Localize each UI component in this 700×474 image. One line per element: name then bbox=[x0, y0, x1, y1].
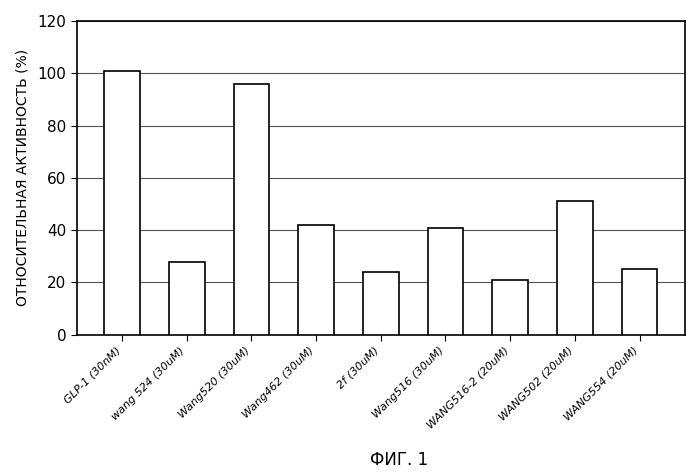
Y-axis label: ОТНОСИТЕЛЬНАЯ АКТИВНОСТЬ (%): ОТНОСИТЕЛЬНАЯ АКТИВНОСТЬ (%) bbox=[15, 49, 29, 307]
Bar bbox=[428, 228, 463, 335]
Bar bbox=[363, 272, 398, 335]
Text: ФИГ. 1: ФИГ. 1 bbox=[370, 451, 428, 469]
Bar bbox=[169, 262, 204, 335]
Bar bbox=[234, 84, 270, 335]
Bar bbox=[557, 201, 593, 335]
Bar bbox=[492, 280, 528, 335]
Bar bbox=[104, 71, 140, 335]
Bar bbox=[622, 269, 657, 335]
Bar bbox=[298, 225, 334, 335]
